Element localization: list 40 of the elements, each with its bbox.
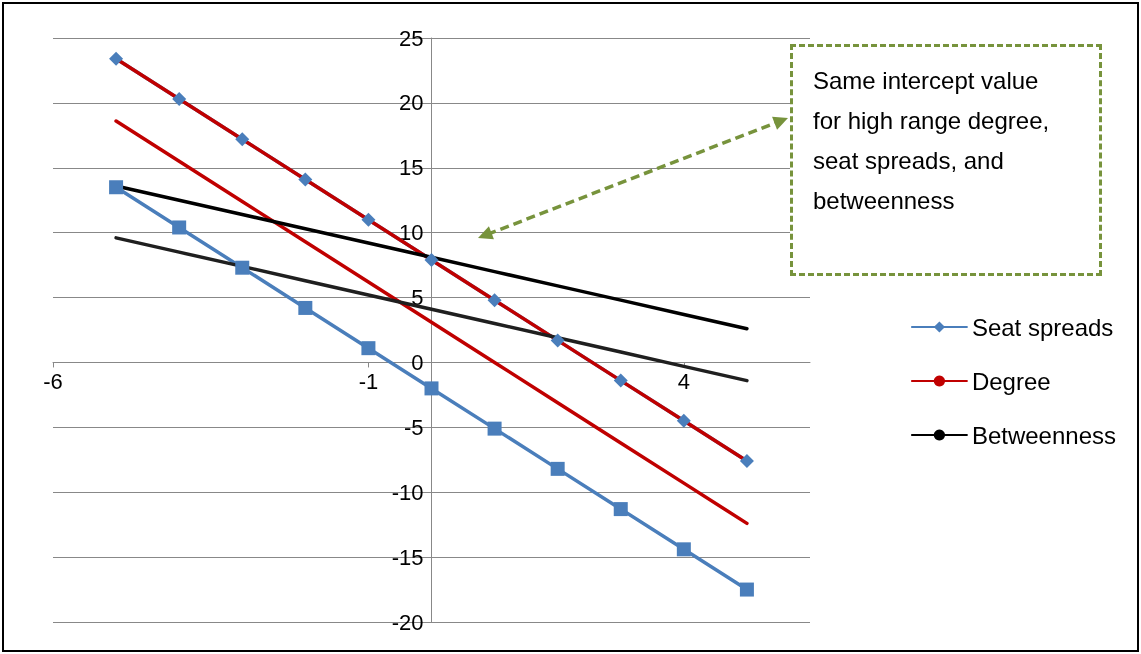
point: [361, 341, 376, 356]
point: [613, 502, 628, 517]
dashed-text-box: Same intercept value for high range degree, seat spreads, and betweenness: [790, 44, 1102, 276]
point: [676, 542, 691, 557]
y-tick-label: 20: [399, 90, 424, 116]
x-tick-label: -6: [43, 368, 63, 394]
point: [172, 220, 187, 235]
point: [550, 461, 565, 476]
y-tick-label: 15: [399, 155, 424, 181]
y-tick-label: 5: [411, 285, 424, 311]
y-tick-label: -10: [391, 479, 424, 505]
point: [424, 252, 439, 267]
x-tick-label: -1: [358, 368, 379, 394]
point: [172, 92, 187, 106]
point: [550, 333, 565, 348]
point: [424, 381, 439, 396]
y-tick-label: -15: [391, 544, 424, 570]
point: [613, 373, 628, 388]
x-tick-label: 4: [677, 368, 690, 394]
point: [109, 180, 124, 195]
y-tick-label: 0: [411, 349, 424, 375]
y-tick-label: -20: [391, 609, 424, 635]
point: [298, 300, 313, 315]
y-tick-label: 10: [399, 220, 424, 246]
legend-label: Seat spreads: [971, 313, 1114, 341]
point: [109, 51, 124, 66]
point: [235, 132, 250, 147]
point: [487, 421, 502, 436]
legend-label: Degree: [971, 367, 1051, 395]
point: [361, 212, 376, 227]
y-tick-label: -5: [403, 414, 424, 440]
y-tick-label: 25: [399, 25, 424, 51]
point: [739, 454, 754, 469]
point: [487, 293, 502, 308]
point: [676, 413, 691, 428]
point: [298, 172, 313, 187]
line-series: [114, 119, 749, 526]
point: [235, 260, 250, 275]
legend-label: Betweenness: [971, 421, 1116, 449]
point: [739, 582, 754, 597]
